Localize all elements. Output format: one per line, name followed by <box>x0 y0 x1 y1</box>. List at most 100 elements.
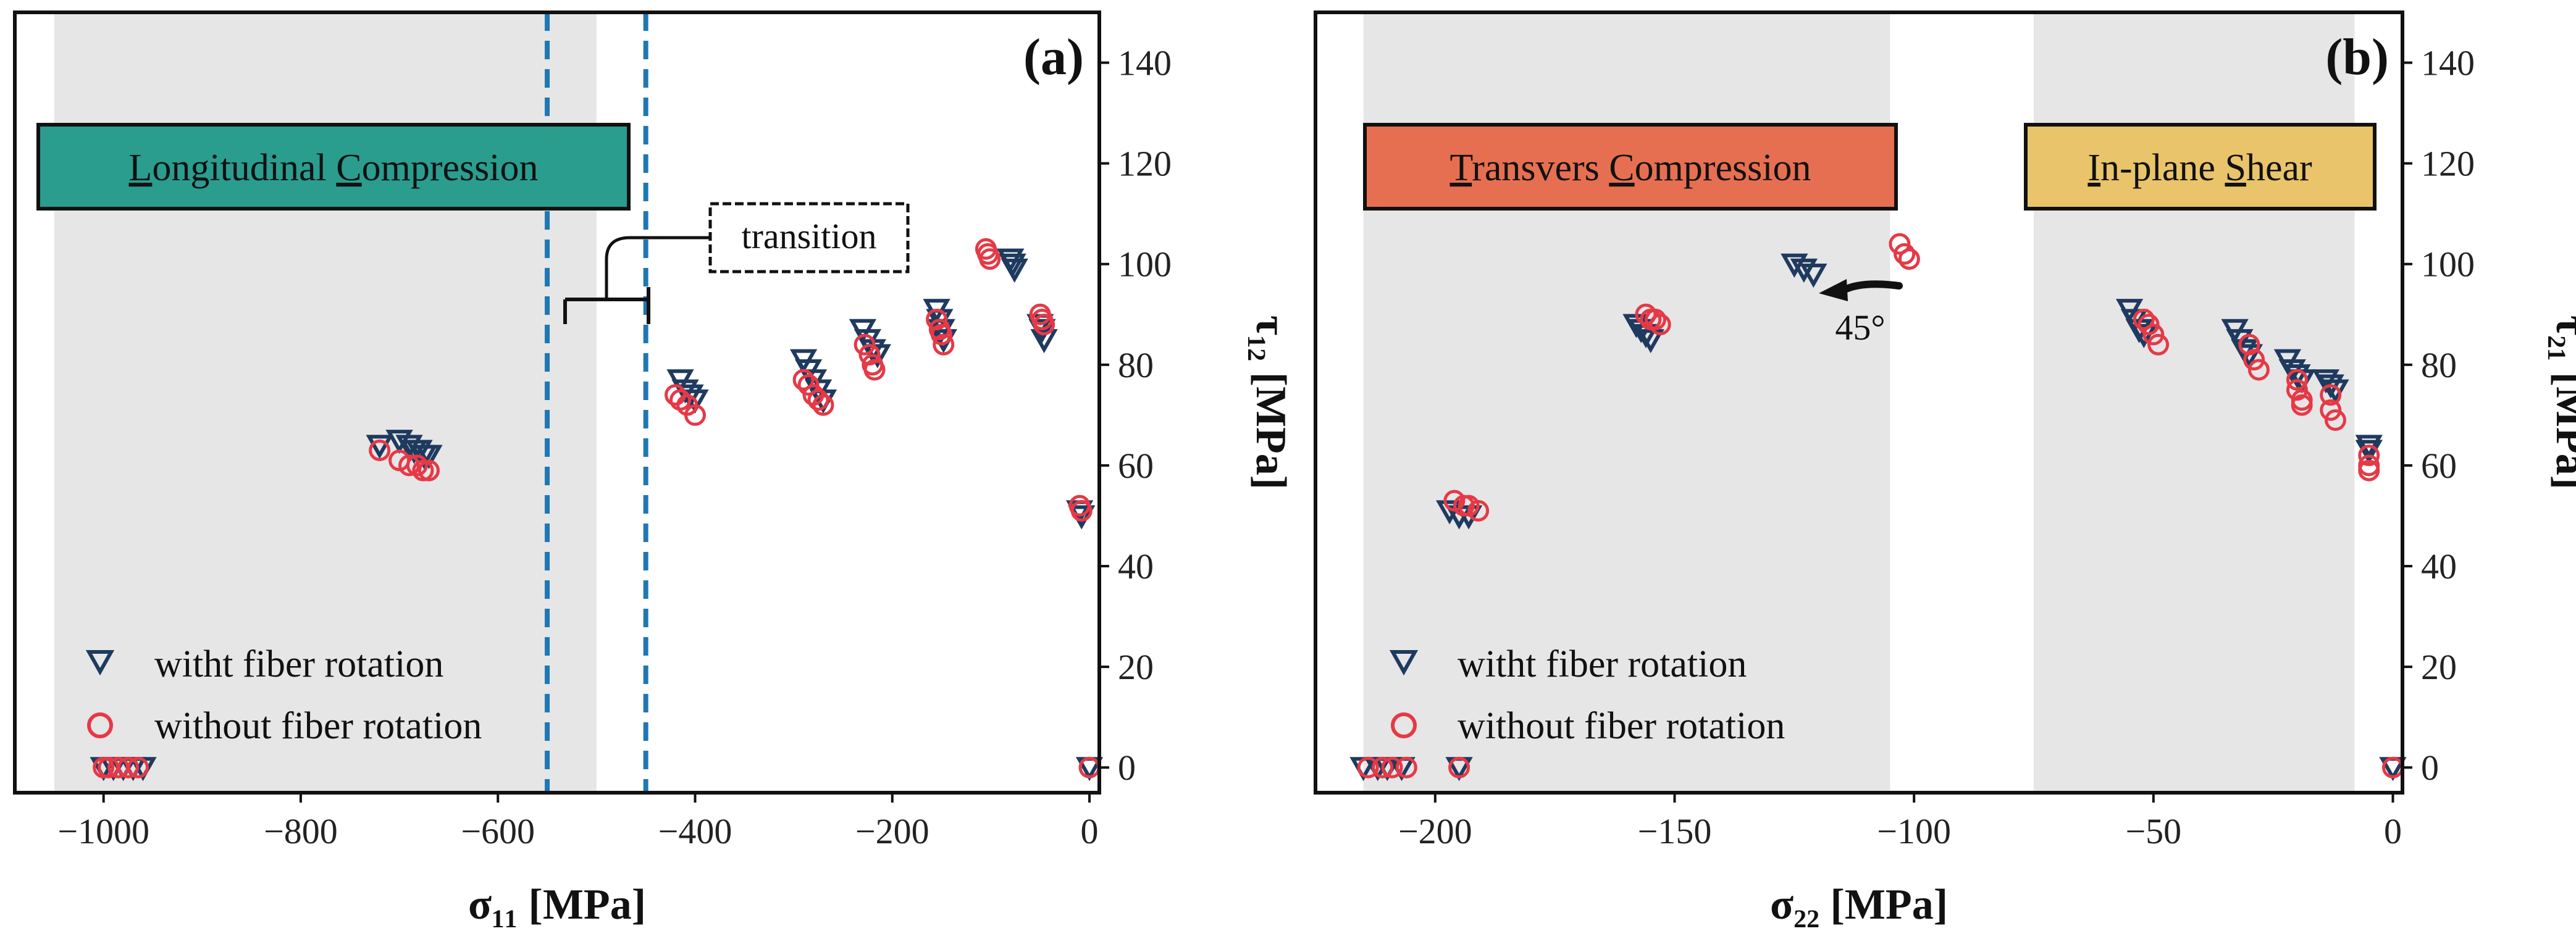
x-tick-label: −200 <box>855 811 929 851</box>
panel-b-x-axis-label: σ₂₂ [MPa] <box>1770 881 1948 929</box>
in-plane-shear-box: In-plane Shear <box>2024 123 2377 211</box>
point-without-rotation <box>1395 756 1417 778</box>
point-without-rotation <box>1894 243 1916 265</box>
point-without-rotation <box>812 394 834 416</box>
y-tick-label: 20 <box>2421 647 2457 687</box>
point-with-rotation <box>1800 264 1827 288</box>
panel-a-data-points <box>90 238 1104 782</box>
point-without-rotation <box>2286 379 2308 401</box>
point-without-rotation <box>2238 333 2260 356</box>
longitudinal-compression-box: Longitudinal Compression <box>36 123 631 211</box>
legend-circle-marker <box>87 712 113 738</box>
rotation-45-annotation: 45° <box>1819 279 1903 348</box>
transverse-compression-box: Transvers Compression <box>1363 123 1898 211</box>
point-without-rotation <box>684 404 706 426</box>
y-tick-label: 80 <box>2421 345 2457 385</box>
panel-a-y-ticks: 0 20 40 60 80 100 120 140 <box>1099 43 1172 788</box>
point-without-rotation <box>2142 323 2165 346</box>
panel-b-legend: witht fiber rotation without fiber rotat… <box>1389 643 1785 747</box>
in-plane-shear-label: In-plane Shear <box>2087 147 2312 189</box>
x-tick-label: −150 <box>1638 811 1712 851</box>
point-without-rotation <box>1889 233 1911 255</box>
point-without-rotation <box>1070 499 1093 522</box>
x-tick-label: −400 <box>658 811 732 851</box>
panel-a-frame <box>13 10 1101 795</box>
legend-entry-with-rotation: witht fiber rotation <box>1458 643 1747 685</box>
y-tick-label: 120 <box>2421 144 2475 184</box>
legend-entry-with-rotation: witht fiber rotation <box>154 643 443 685</box>
transverse-compression-label: Transvers Compression <box>1450 147 1811 189</box>
point-without-rotation <box>2358 459 2380 482</box>
point-without-rotation <box>406 454 428 477</box>
panel-b-y-axis-label: τ₂₁ [MPa] <box>2547 315 2576 490</box>
panel-a-x-ticks: −1000 −800 −600 −400 −200 0 <box>57 793 1099 851</box>
longitudinal-compression-label: Longitudinal Compression <box>128 147 538 189</box>
point-with-rotation <box>1030 329 1058 354</box>
y-tick-label: 40 <box>2421 546 2457 586</box>
point-without-rotation <box>1357 756 1379 778</box>
x-tick-label: −800 <box>264 811 338 851</box>
point-without-rotation <box>1381 756 1403 778</box>
point-without-rotation <box>2138 314 2160 336</box>
point-without-rotation <box>1649 314 1671 336</box>
point-with-rotation <box>1068 505 1096 530</box>
point-without-rotation <box>933 333 955 356</box>
y-tick-label: 100 <box>2421 244 2475 285</box>
point-without-rotation <box>807 389 829 411</box>
y-tick-label: 140 <box>2421 43 2475 83</box>
panel-a: −1000 −800 −600 −400 −200 0 0 20 40 60 80 100 120 14… <box>13 10 1294 929</box>
point-with-rotation <box>2322 379 2349 404</box>
y-tick-label: 100 <box>1118 244 1172 285</box>
y-tick-label: 80 <box>1118 345 1154 385</box>
point-without-rotation <box>2147 333 2170 356</box>
x-tick-label: −200 <box>1398 811 1472 851</box>
point-without-rotation <box>398 454 421 477</box>
panel-a-y-axis-label: τ₁₂ [MPa] <box>1247 315 1294 490</box>
point-without-rotation <box>863 359 886 381</box>
point-without-rotation <box>1448 756 1471 778</box>
legend-entry-without-rotation: without fiber rotation <box>154 705 482 747</box>
point-without-rotation <box>2320 384 2342 406</box>
point-with-rotation <box>1790 258 1818 283</box>
panel-a-x-axis-label: σ₁₁ [MPa] <box>468 881 646 929</box>
panel-b-y-ticks: 0 20 40 60 80 100 120 140 <box>2402 43 2475 788</box>
point-without-rotation <box>1467 499 1490 522</box>
point-with-rotation <box>2355 435 2383 459</box>
rotation-45-label: 45° <box>1835 307 1885 348</box>
point-without-rotation <box>2320 399 2342 421</box>
point-with-rotation <box>2355 440 2383 464</box>
point-without-rotation <box>979 248 1001 270</box>
y-tick-label: 0 <box>2421 748 2439 788</box>
point-with-rotation <box>1001 258 1028 283</box>
point-without-rotation <box>2291 394 2313 416</box>
legend-circle-marker <box>1391 712 1417 738</box>
x-tick-label: −50 <box>2125 811 2181 851</box>
panel-a-legend: witht fiber rotation without fiber rotat… <box>85 643 482 747</box>
panel-b-x-ticks: −200 −150 −100 −50 0 <box>1398 793 2402 851</box>
point-without-rotation <box>926 308 948 330</box>
point-without-rotation <box>127 756 149 778</box>
point-without-rotation <box>797 374 820 396</box>
x-tick-label: −100 <box>1877 811 1951 851</box>
point-without-rotation <box>792 369 815 391</box>
x-tick-label: −1000 <box>57 811 149 851</box>
point-without-rotation <box>369 439 391 461</box>
legend-triangle-marker <box>85 650 115 676</box>
point-without-rotation <box>1644 308 1666 330</box>
point-without-rotation <box>2133 308 2155 330</box>
panel-b-data-points <box>1349 233 2407 782</box>
transition-box <box>708 202 910 273</box>
y-tick-label: 40 <box>1118 546 1154 586</box>
point-without-rotation <box>2358 444 2380 467</box>
transition-annotation: transition <box>563 202 910 324</box>
point-with-rotation <box>415 444 443 469</box>
panel-b-frame <box>1314 10 2404 795</box>
legend-entry-without-rotation: without fiber rotation <box>1458 705 1785 747</box>
y-tick-label: 120 <box>1118 144 1172 184</box>
point-without-rotation <box>854 333 876 356</box>
y-tick-label: 0 <box>1118 748 1136 788</box>
point-without-rotation <box>1033 314 1055 336</box>
point-without-rotation <box>858 344 881 366</box>
